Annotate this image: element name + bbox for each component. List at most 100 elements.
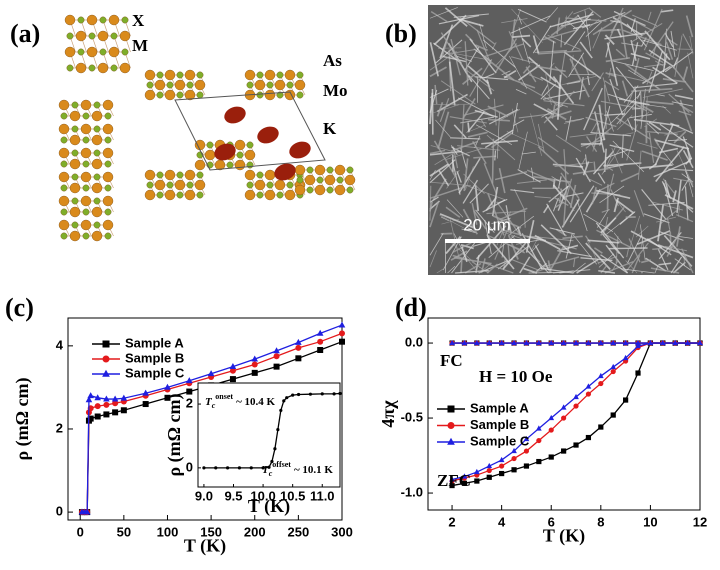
- fiber: [486, 263, 499, 274]
- fiber: [518, 27, 530, 64]
- fiber: [509, 55, 528, 89]
- marker: [295, 338, 302, 345]
- fiber: [630, 52, 651, 60]
- atom: [69, 110, 81, 122]
- atom-label: K: [323, 119, 337, 138]
- atom: [93, 101, 101, 109]
- atom: [316, 176, 324, 184]
- marker: [486, 474, 492, 480]
- fiber: [569, 73, 595, 76]
- fiber: [439, 214, 466, 229]
- fiber: [678, 205, 681, 217]
- fiber: [585, 242, 611, 270]
- fiber: [657, 244, 694, 259]
- fiber: [440, 80, 476, 105]
- atom: [58, 219, 70, 231]
- marker: [273, 363, 280, 370]
- fiber: [557, 176, 562, 189]
- x-axis-label: T (K): [543, 525, 585, 546]
- atom: [296, 176, 304, 184]
- atom: [82, 184, 90, 192]
- atom: [196, 71, 204, 79]
- marker: [560, 339, 567, 346]
- fiber: [676, 179, 682, 213]
- scale-bar-label: 20 μm: [463, 215, 511, 234]
- atom: [164, 189, 176, 201]
- atom: [254, 79, 266, 91]
- fiber: [461, 246, 468, 263]
- atom: [60, 232, 68, 240]
- fiber: [655, 146, 685, 182]
- fiber: [460, 116, 495, 124]
- fiber: [451, 140, 479, 152]
- atom: [304, 174, 316, 186]
- marker: [103, 395, 110, 402]
- plot-frame: [427, 317, 701, 511]
- fiber: [467, 122, 470, 133]
- fiber: [618, 98, 650, 106]
- atom: [91, 182, 103, 194]
- fiber: [670, 256, 683, 274]
- atom: [102, 123, 114, 135]
- marker: [279, 408, 283, 413]
- fiber: [592, 122, 600, 152]
- atom: [156, 171, 164, 179]
- atom: [334, 164, 346, 176]
- y-tick-label: 4: [56, 337, 64, 352]
- plot-frame: [197, 382, 341, 488]
- fiber: [435, 119, 451, 138]
- fiber: [440, 32, 463, 66]
- fiber: [482, 39, 516, 68]
- fiber: [491, 131, 514, 149]
- marker: [635, 342, 641, 349]
- fiber: [585, 21, 602, 37]
- fiber: [553, 196, 569, 207]
- fiber: [568, 52, 585, 77]
- fiber: [588, 7, 602, 18]
- fiber: [469, 59, 493, 97]
- fiber: [537, 136, 559, 153]
- atom: [234, 159, 246, 171]
- atom: [88, 32, 96, 40]
- fiber: [632, 14, 658, 27]
- marker: [523, 463, 530, 469]
- fiber: [436, 268, 444, 274]
- fiber: [463, 158, 469, 192]
- marker: [659, 339, 666, 346]
- marker: [535, 425, 542, 431]
- x-tick-label: 2: [448, 514, 455, 529]
- fiber: [619, 17, 628, 60]
- fiber: [491, 138, 495, 184]
- atom: [176, 91, 184, 99]
- fiber: [534, 49, 568, 54]
- marker: [573, 339, 579, 346]
- annotation-part: ~ 10.1 K: [294, 464, 333, 476]
- fiber: [682, 33, 694, 54]
- fiber: [664, 129, 687, 136]
- atom: [294, 184, 306, 196]
- fiber: [617, 115, 633, 130]
- fiber: [511, 8, 543, 43]
- annotation: Tconset ~ 10.4 K: [205, 392, 276, 410]
- marker: [285, 396, 289, 400]
- fiber: [653, 160, 690, 178]
- fiber: [525, 66, 537, 83]
- fiber: [598, 270, 616, 274]
- fiber: [467, 65, 489, 84]
- fiber: [546, 203, 566, 236]
- fiber: [594, 111, 605, 153]
- fiber: [637, 111, 650, 122]
- fiber: [609, 144, 635, 153]
- fiber: [666, 218, 671, 230]
- fiber: [467, 131, 488, 138]
- fiber: [521, 151, 536, 155]
- k-atom: [214, 143, 236, 161]
- marker: [273, 447, 277, 451]
- fiber: [608, 7, 624, 41]
- atom: [91, 110, 103, 122]
- fiber: [671, 101, 694, 107]
- fiber: [535, 65, 566, 73]
- annotation-part: c: [269, 469, 273, 478]
- marker: [338, 321, 346, 328]
- fiber: [556, 74, 562, 120]
